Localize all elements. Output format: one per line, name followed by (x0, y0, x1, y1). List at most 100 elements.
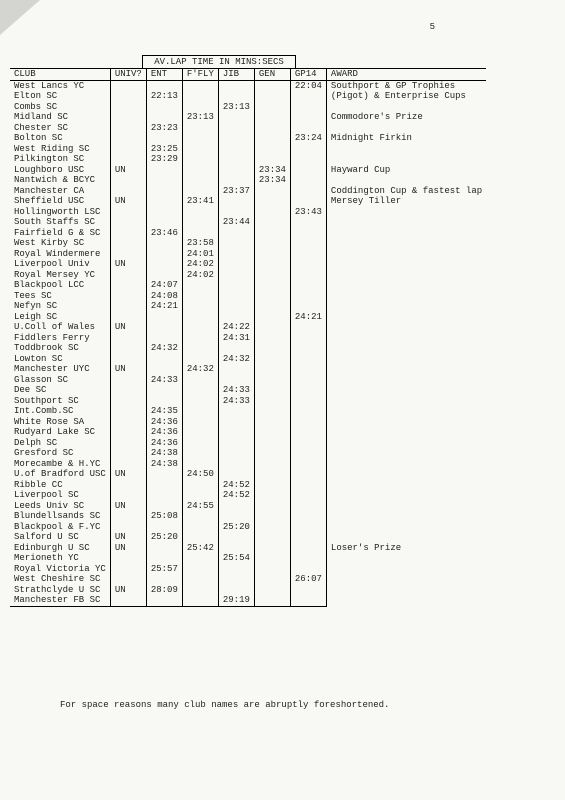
table-row: Hollingworth LSC23:43 (10, 207, 486, 218)
cell-ffly (182, 91, 218, 102)
cell-univ (110, 123, 146, 134)
cell-club: West Kirby SC (10, 238, 110, 249)
cell-gen (254, 301, 290, 312)
page-number: 5 (430, 22, 435, 32)
cell-gen (254, 396, 290, 407)
cell-jib (218, 228, 254, 239)
cell-jib (218, 343, 254, 354)
cell-club: Royal Mersey YC (10, 270, 110, 281)
cell-ffly (182, 144, 218, 155)
cell-gp14 (290, 364, 326, 375)
cell-jib: 23:44 (218, 217, 254, 228)
cell-gen (254, 238, 290, 249)
cell-award (326, 228, 486, 239)
cell-ffly (182, 207, 218, 218)
cell-award (326, 333, 486, 344)
cell-univ (110, 427, 146, 438)
col-award: AWARD (326, 69, 486, 81)
cell-club: West Riding SC (10, 144, 110, 155)
cell-ent: 23:46 (146, 228, 182, 239)
cell-award: Mersey Tiller (326, 196, 486, 207)
cell-ent: 25:57 (146, 564, 182, 575)
cell-award (326, 102, 486, 113)
cell-club: Morecambe & H.YC (10, 459, 110, 470)
cell-univ: UN (110, 165, 146, 176)
cell-gen (254, 196, 290, 207)
cell-univ (110, 511, 146, 522)
cell-ent (146, 364, 182, 375)
table-row: South Staffs SC23:44 (10, 217, 486, 228)
cell-club: Toddbrook SC (10, 343, 110, 354)
footnote: For space reasons many club names are ab… (60, 700, 389, 710)
cell-award: Hayward Cup (326, 165, 486, 176)
cell-award: (Pigot) & Enterprise Cups (326, 91, 486, 102)
cell-gp14 (290, 511, 326, 522)
table-row: Ribble CC24:52 (10, 480, 486, 491)
cell-ffly (182, 438, 218, 449)
cell-club: Liverpool SC (10, 490, 110, 501)
cell-gen (254, 595, 290, 606)
table-row: West Kirby SC23:58 (10, 238, 486, 249)
cell-ent: 25:20 (146, 532, 182, 543)
cell-gp14 (290, 102, 326, 113)
table-row: Edinburgh U SCUN25:42Loser's Prize (10, 543, 486, 554)
cell-jib (218, 165, 254, 176)
col-jib: JIB (218, 69, 254, 81)
cell-ffly (182, 406, 218, 417)
cell-gen (254, 322, 290, 333)
cell-ffly (182, 385, 218, 396)
cell-ent (146, 595, 182, 606)
cell-ffly (182, 154, 218, 165)
cell-jib (218, 564, 254, 575)
cell-jib (218, 238, 254, 249)
cell-award (326, 469, 486, 480)
cell-award (326, 406, 486, 417)
col-club: CLUB (10, 69, 110, 81)
cell-gen (254, 417, 290, 428)
cell-jib: 25:20 (218, 522, 254, 533)
cell-gen (254, 427, 290, 438)
cell-jib: 25:54 (218, 553, 254, 564)
cell-gen (254, 217, 290, 228)
cell-ffly (182, 417, 218, 428)
cell-gp14 (290, 228, 326, 239)
table-row: Blackpool & F.YC 25:20 (10, 522, 486, 533)
cell-ent: 24:07 (146, 280, 182, 291)
cell-univ: UN (110, 364, 146, 375)
cell-ent (146, 480, 182, 491)
cell-award (326, 375, 486, 386)
cell-jib (218, 417, 254, 428)
cell-ent (146, 469, 182, 480)
cell-ent (146, 238, 182, 249)
table-row: Liverpool UnivUN24:02 (10, 259, 486, 270)
cell-award (326, 280, 486, 291)
cell-univ (110, 354, 146, 365)
table-row: Liverpool SC24:52 (10, 490, 486, 501)
cell-club: Blackpool & F.YC (10, 522, 110, 533)
col-ent: ENT (146, 69, 182, 81)
cell-award (326, 259, 486, 270)
cell-gp14 (290, 249, 326, 260)
table-row: Pilkington SC23:29 (10, 154, 486, 165)
cell-gen (254, 574, 290, 585)
group-header: AV.LAP TIME IN MINS:SECS (142, 55, 296, 68)
cell-gen (254, 553, 290, 564)
cell-gen (254, 354, 290, 365)
cell-univ (110, 312, 146, 323)
cell-ent (146, 175, 182, 186)
cell-club: Merioneth YC (10, 553, 110, 564)
cell-ent: 24:21 (146, 301, 182, 312)
cell-univ (110, 595, 146, 606)
cell-univ (110, 249, 146, 260)
cell-ffly (182, 217, 218, 228)
cell-ent: 24:08 (146, 291, 182, 302)
table-row: Nantwich & BCYC23:34 (10, 175, 486, 186)
cell-gen (254, 312, 290, 323)
cell-gp14 (290, 375, 326, 386)
cell-award (326, 553, 486, 564)
cell-award (326, 511, 486, 522)
cell-gen (254, 585, 290, 596)
cell-univ: UN (110, 543, 146, 554)
cell-ffly: 24:50 (182, 469, 218, 480)
cell-gp14 (290, 469, 326, 480)
